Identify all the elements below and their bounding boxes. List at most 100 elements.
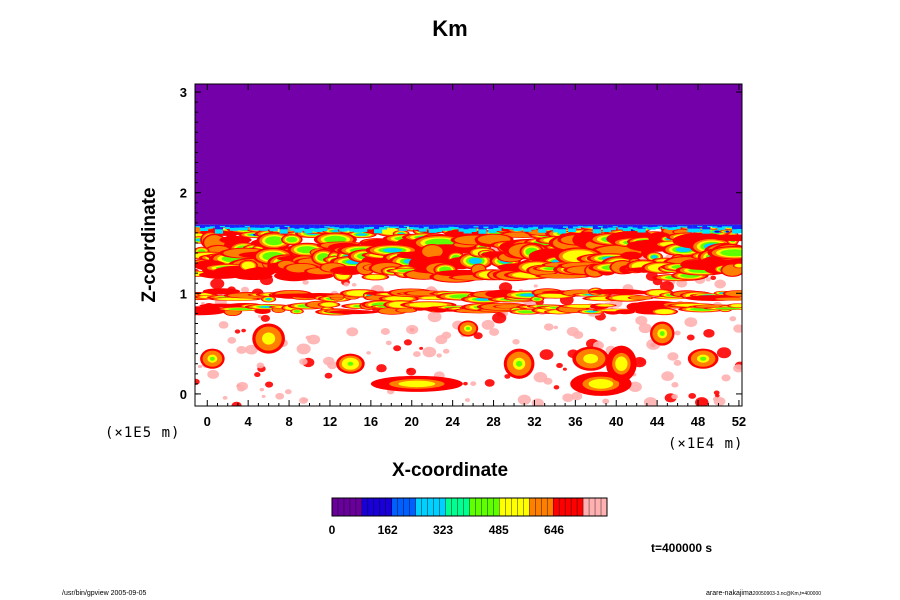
- speckle: [703, 329, 715, 338]
- colorbar-cell: [589, 498, 596, 516]
- speckle: [470, 381, 477, 386]
- band-cell-5: [615, 309, 636, 315]
- top-edge: [637, 224, 646, 229]
- top-edge: [254, 224, 263, 228]
- speckle: [236, 385, 246, 392]
- speckle: [296, 343, 311, 355]
- x-tick-label: 20: [405, 414, 419, 429]
- band-cell-2: [382, 248, 402, 253]
- top-edge: [364, 224, 373, 230]
- top-edge: [428, 224, 437, 229]
- colorbar-cell: [523, 498, 530, 516]
- top-edge: [558, 224, 567, 230]
- top-edge: [617, 224, 626, 228]
- band-cell-4: [202, 288, 241, 295]
- speckle: [628, 381, 642, 393]
- top-edge: [662, 224, 671, 227]
- speckle: [307, 334, 321, 345]
- band-cell-4: [475, 297, 492, 301]
- top-edge: [234, 224, 243, 228]
- speckle: [257, 314, 262, 318]
- speckle: [406, 368, 411, 372]
- speckle: [393, 345, 402, 352]
- blob-4: [265, 335, 272, 342]
- colorbar-cell: [337, 498, 345, 516]
- speckle: [236, 345, 247, 354]
- band-cell-5: [293, 310, 301, 313]
- band-cell-4: [533, 297, 541, 301]
- speckle: [705, 277, 711, 282]
- top-edge: [707, 224, 716, 226]
- colorbar-cell: [379, 498, 387, 516]
- top-edge: [369, 224, 378, 227]
- top-edge: [602, 224, 611, 233]
- y-tick-label: 3: [180, 85, 187, 100]
- top-edge: [642, 224, 651, 227]
- top-edge: [249, 224, 258, 228]
- speckle: [733, 364, 742, 373]
- colorbar-cell: [475, 498, 482, 516]
- colorbar-tick-label: 485: [489, 523, 509, 537]
- top-edge: [622, 224, 631, 229]
- x-tick-label: 4: [245, 414, 253, 429]
- top-edge: [597, 224, 606, 227]
- top-edge: [627, 224, 636, 227]
- blob-1: [594, 381, 608, 387]
- colorbar-cell: [553, 498, 560, 516]
- top-edge: [687, 224, 696, 229]
- colorbar-cell: [583, 498, 590, 516]
- top-edge: [717, 224, 726, 228]
- speckle: [200, 301, 205, 305]
- top-edge: [493, 224, 502, 228]
- top-edge: [652, 224, 661, 227]
- band-cell-1: [675, 247, 692, 253]
- top-edge: [508, 224, 517, 228]
- footer-right: arare-nakajima20050903-3.nc@Km,t=400000: [706, 590, 821, 597]
- top-edge: [349, 224, 358, 232]
- top-edge: [458, 224, 467, 229]
- top-edge: [602, 224, 611, 229]
- speckle: [241, 328, 246, 333]
- blob-8: [516, 360, 523, 367]
- speckle: [713, 390, 720, 395]
- field-layer: [195, 84, 742, 406]
- colorbar-cell: [547, 498, 554, 516]
- speckle: [481, 319, 495, 330]
- x-axis-unit: (×1E4 m): [668, 436, 744, 452]
- speckle: [254, 372, 261, 378]
- speckle: [218, 321, 229, 329]
- top-edge: [712, 224, 721, 227]
- band-cell-1: [713, 234, 742, 242]
- speckle: [299, 358, 308, 365]
- top-edge: [587, 224, 597, 227]
- top-edge: [398, 224, 408, 228]
- top-edge: [204, 224, 214, 227]
- top-edge: [632, 224, 641, 228]
- top-edge: [463, 224, 472, 230]
- speckle: [489, 328, 500, 336]
- colorbar-tick-label: 0: [329, 523, 336, 537]
- top-edge: [732, 224, 741, 230]
- speckle: [667, 352, 679, 361]
- top-edge: [498, 224, 507, 227]
- speckle: [543, 323, 554, 331]
- x-axis: 0 4 8 12 16 20 24 28 32 36 40 44 48 52: [204, 84, 746, 429]
- colorbar-cell: [571, 498, 578, 516]
- speckle: [572, 330, 584, 339]
- colorbar-tick-label: 646: [544, 523, 564, 537]
- band-cell-4: [629, 296, 652, 300]
- band-cell-5: [597, 304, 613, 307]
- top-edge: [364, 224, 373, 228]
- colorbar-cell: [601, 498, 608, 516]
- speckle: [376, 364, 387, 373]
- top-edge: [572, 224, 582, 227]
- speckle: [403, 339, 412, 346]
- speckle: [716, 347, 732, 359]
- colorbar-cell: [469, 498, 476, 516]
- band-cell-5: [227, 307, 253, 311]
- speckle: [553, 325, 559, 330]
- top-edge: [294, 224, 303, 229]
- top-edge: [354, 224, 363, 229]
- speckle: [436, 353, 442, 358]
- band-cell-0: [725, 230, 729, 233]
